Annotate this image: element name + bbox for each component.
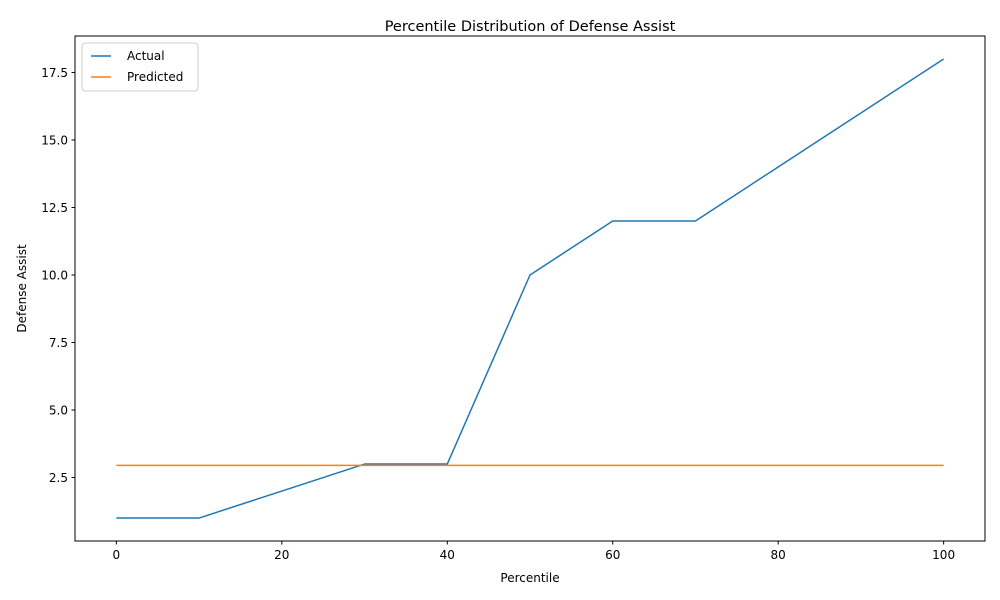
y-tick-label: 2.5 <box>49 471 68 485</box>
y-tick-label: 7.5 <box>49 336 68 350</box>
legend-label-predicted: Predicted <box>127 70 183 84</box>
x-axis-label: Percentile <box>500 571 559 585</box>
legend-label-actual: Actual <box>127 49 165 63</box>
y-axis-ticks: 2.5 5.0 7.5 10.0 12.5 15.0 17.5 <box>41 66 75 485</box>
x-tick-label: 20 <box>274 548 289 562</box>
y-tick-label: 5.0 <box>49 404 68 418</box>
x-tick-label: 100 <box>932 548 955 562</box>
x-axis-ticks: 0 20 40 60 80 100 <box>113 541 955 562</box>
y-axis-label: Defense Assist <box>15 244 29 333</box>
x-tick-label: 0 <box>113 548 121 562</box>
y-tick-label: 17.5 <box>41 66 68 80</box>
y-tick-label: 10.0 <box>41 268 68 282</box>
x-tick-label: 60 <box>605 548 620 562</box>
legend-frame <box>81 42 199 92</box>
legend: Actual Predicted <box>81 42 199 92</box>
chart-title: Percentile Distribution of Defense Assis… <box>385 19 676 35</box>
x-tick-label: 80 <box>771 548 786 562</box>
series-line-actual <box>116 58 945 519</box>
plot-series <box>116 58 945 519</box>
plot-area-frame <box>74 35 986 542</box>
y-tick-label: 12.5 <box>41 201 68 215</box>
x-tick-label: 40 <box>440 548 455 562</box>
y-tick-label: 15.0 <box>41 133 68 147</box>
